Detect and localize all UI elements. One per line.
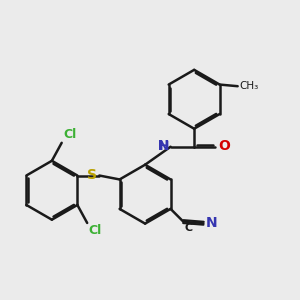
Text: H: H xyxy=(159,140,169,153)
Text: CH₃: CH₃ xyxy=(240,81,259,91)
Text: S: S xyxy=(87,167,97,182)
Text: N: N xyxy=(206,216,218,230)
Text: N: N xyxy=(148,139,169,153)
Text: Cl: Cl xyxy=(88,224,102,237)
Text: Cl: Cl xyxy=(63,128,76,142)
Text: C: C xyxy=(184,223,192,232)
Text: O: O xyxy=(219,139,231,153)
